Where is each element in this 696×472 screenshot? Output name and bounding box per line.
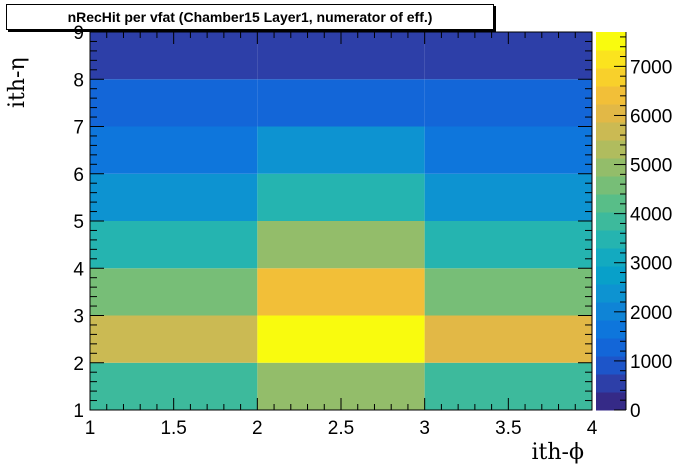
color-scale-swatch (596, 158, 626, 177)
color-scale-swatch (596, 392, 626, 411)
color-scale-label: 0 (630, 401, 641, 422)
x-tick-label: 2 (252, 418, 263, 439)
heatmap-cell (425, 174, 592, 221)
y-axis-title: ith-η (5, 57, 30, 108)
color-scale-swatch (596, 356, 626, 375)
color-scale-swatch (596, 50, 626, 69)
heatmap-cell (425, 268, 592, 315)
color-scale-swatch (596, 104, 626, 123)
color-scale-swatch (596, 32, 626, 51)
color-scale-swatch (596, 374, 626, 393)
y-tick-label: 2 (73, 354, 84, 375)
color-scale-label: 4000 (630, 205, 672, 226)
x-tick-label: 3.5 (495, 418, 521, 439)
color-scale-label: 7000 (630, 57, 672, 78)
heatmap-cell (425, 79, 592, 126)
x-tick-label: 1 (85, 418, 96, 439)
heatmap-cell (425, 127, 592, 174)
color-scale-swatch (596, 302, 626, 321)
heatmap-cells (90, 32, 592, 410)
heatmap-cell (90, 79, 257, 126)
color-scale-swatch (596, 176, 626, 195)
heatmap-cell (90, 127, 257, 174)
color-scale-swatch (596, 140, 626, 159)
color-scale-label: 3000 (630, 254, 672, 275)
color-scale-bar: 0 1000 2000 3000 4000 5000 6000 7000 (596, 32, 672, 422)
y-tick-label: 5 (73, 212, 84, 233)
color-scale-label: 1000 (630, 352, 672, 373)
heatmap-cell (425, 221, 592, 268)
y-tick-label: 9 (73, 23, 84, 44)
heatmap-cell (425, 316, 592, 363)
x-tick-label: 2.5 (328, 418, 354, 439)
heatmap-cell (90, 174, 257, 221)
color-scale-swatch (596, 320, 626, 339)
heatmap-cell (257, 127, 424, 174)
heatmap-cell (90, 221, 257, 268)
heatmap-cell (257, 174, 424, 221)
color-scale-swatch (596, 266, 626, 285)
heatmap-cell (257, 268, 424, 315)
y-tick-label: 3 (73, 307, 84, 328)
color-scale-label: 6000 (630, 106, 672, 127)
x-axis-title: ith-ϕ (532, 440, 584, 465)
x-tick-label: 3 (419, 418, 430, 439)
y-tick-label: 6 (73, 165, 84, 186)
x-tick-label: 4 (587, 418, 598, 439)
y-tick-label: 4 (73, 259, 84, 280)
color-scale-swatch (596, 212, 626, 231)
color-scale-label: 2000 (630, 303, 672, 324)
x-tick-label: 1.5 (160, 418, 186, 439)
color-scale-swatch (596, 86, 626, 105)
color-scale-swatch (596, 248, 626, 267)
heatmap-cell (90, 268, 257, 315)
color-scale-swatch (596, 194, 626, 213)
heatmap-cell (90, 316, 257, 363)
color-scale-label: 5000 (630, 156, 672, 177)
heatmap-cell (257, 221, 424, 268)
color-scale-swatch (596, 68, 626, 87)
heatmap-cell (257, 79, 424, 126)
y-tick-label: 8 (73, 70, 84, 91)
y-tick-label: 1 (73, 401, 84, 422)
color-scale-swatch (596, 284, 626, 303)
heatmap-cell (257, 316, 424, 363)
y-tick-label: 7 (73, 118, 84, 139)
